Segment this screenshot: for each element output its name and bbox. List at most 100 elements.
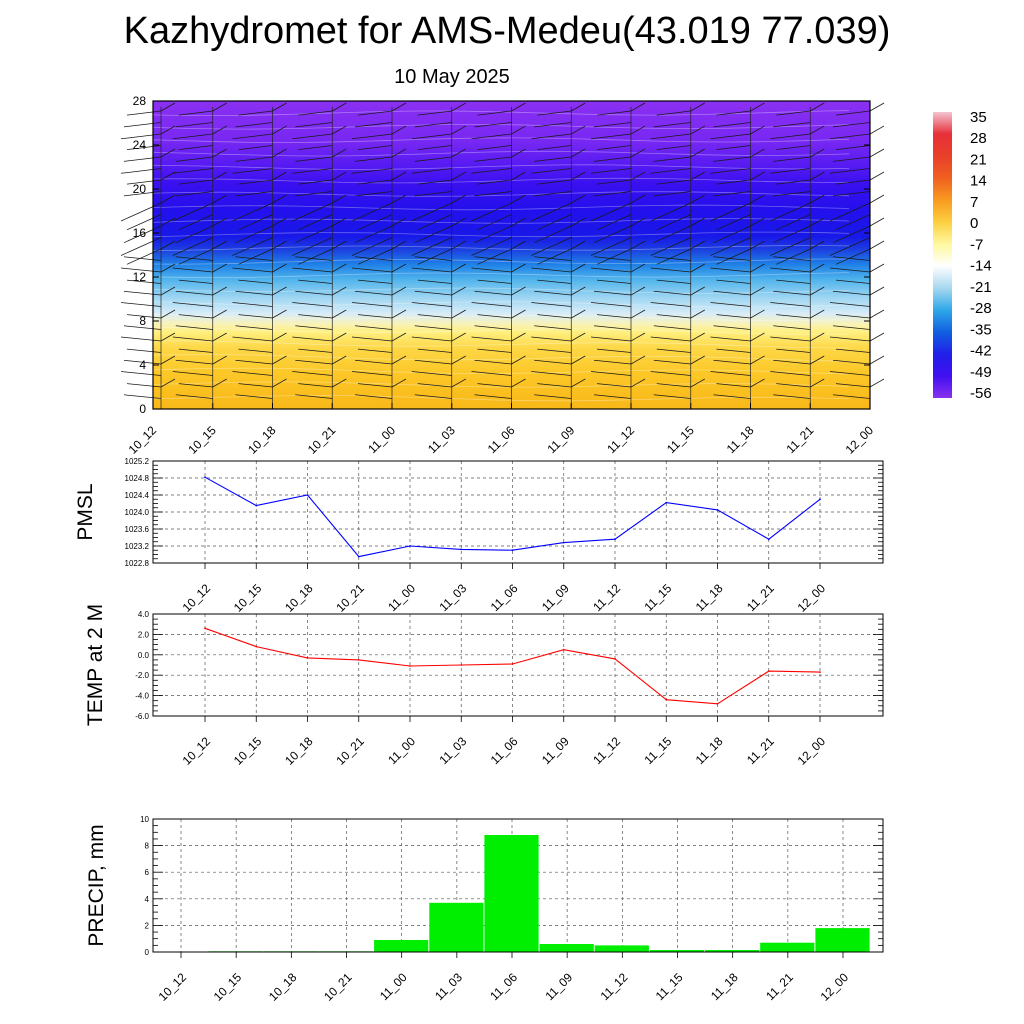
wind-barb-flag [630,148,646,158]
wind-barb [531,168,572,174]
xtick-label: 11_15 [642,734,675,767]
contour-line [152,326,850,335]
wind-barb [537,348,572,353]
wind-barb-flag [160,378,176,388]
xtick-label: 11_09 [539,581,572,614]
wind-barb [295,156,333,162]
wind-barb [354,156,393,162]
wind-barb [832,225,871,244]
wind-barb [593,325,632,330]
xtick-label: 11_12 [598,970,631,1003]
wind-barb-flag [160,263,176,273]
xtick-label: 11_00 [385,734,418,767]
wind-barb [238,383,273,388]
wind-barb-flag [212,332,227,342]
wind-barb [172,168,213,174]
wind-barb-flag [750,309,765,319]
wind-barb-flag [511,355,526,365]
xtick-label: 11_12 [590,581,623,614]
wind-barb [474,191,512,197]
wind-barb-flag [690,171,705,181]
wind-barb [534,325,572,330]
wind-barb-flag [869,240,885,250]
wind-barb [235,394,273,399]
wind-barb-flag [451,148,466,158]
xtick-label: 11_06 [488,581,521,614]
xtick-label: 10_18 [266,970,300,1004]
wind-barb-flag [630,263,646,273]
contour-line [152,191,850,197]
wind-barb [477,110,512,116]
wind-barb [656,248,691,265]
wind-barb [417,145,452,150]
wind-barb-flag [511,309,526,319]
wind-barb [713,394,751,399]
wind-barb [590,302,632,307]
wind-barb [175,122,213,128]
wind-barb-flag [391,332,407,342]
wind-barb [292,133,333,140]
wind-barb [713,325,751,330]
wind-barb-flag [451,286,466,296]
wind-barb [357,214,393,231]
wind-barb [471,371,512,376]
xtick-label: 11_15 [642,581,675,614]
wind-barb [474,225,512,244]
precip-bar [539,944,594,952]
wind-barb [710,202,751,222]
wind-barb [298,145,333,150]
wind-barb [596,248,632,265]
wind-barb-flag [391,125,407,135]
wind-barb [531,371,572,376]
wind-barb-flag [511,217,526,227]
wind-barb-flag [690,263,705,273]
wind-barb [123,225,162,244]
wind-barb-flag [391,171,407,181]
wind-barb [238,314,273,319]
xtick-label: 10_21 [321,970,355,1004]
wind-barb [238,279,273,284]
wind-barb-flag [451,355,466,365]
wind-barb-flag [690,217,705,227]
ytick-label: 0 [145,948,150,957]
wind-barb [357,383,393,388]
wind-barb-flag [869,217,885,227]
wind-barb-flag [332,240,347,250]
wind-barb-flag [571,355,586,365]
wind-barb-flag [332,194,347,204]
wind-barb [298,110,333,116]
wind-barb [351,302,393,307]
wind-barb-flag [571,240,586,250]
data-point [562,648,565,651]
wind-barb [770,336,811,342]
wind-barb-flag [272,194,287,204]
wind-barb [534,156,572,162]
wind-barb [417,348,452,353]
wind-barb [474,359,512,365]
wind-barb [656,179,691,185]
wind-barb-flag [750,240,765,250]
ytick-label: 2 [145,921,150,930]
wind-barb-flag [630,194,646,204]
wind-barb-flag [511,148,526,158]
wind-barb [411,237,452,256]
wind-barb-flag [272,217,287,227]
wind-barb [835,279,871,284]
wind-barb [238,348,273,353]
wind-barb [477,348,512,353]
wind-barb [716,248,751,265]
wind-barb [832,156,871,162]
wind-barb [178,110,213,116]
wind-barb [770,202,811,222]
wind-barb [351,237,393,256]
wind-barb [417,110,452,116]
wind-barb [650,202,691,222]
colorbar [933,112,952,398]
wind-barb [471,267,512,273]
wind-barb [120,302,162,307]
wind-barb [713,191,751,197]
ytick-label: 4.0 [138,610,150,619]
wind-barb [531,237,572,256]
ytick-label: 1024.8 [125,474,150,483]
